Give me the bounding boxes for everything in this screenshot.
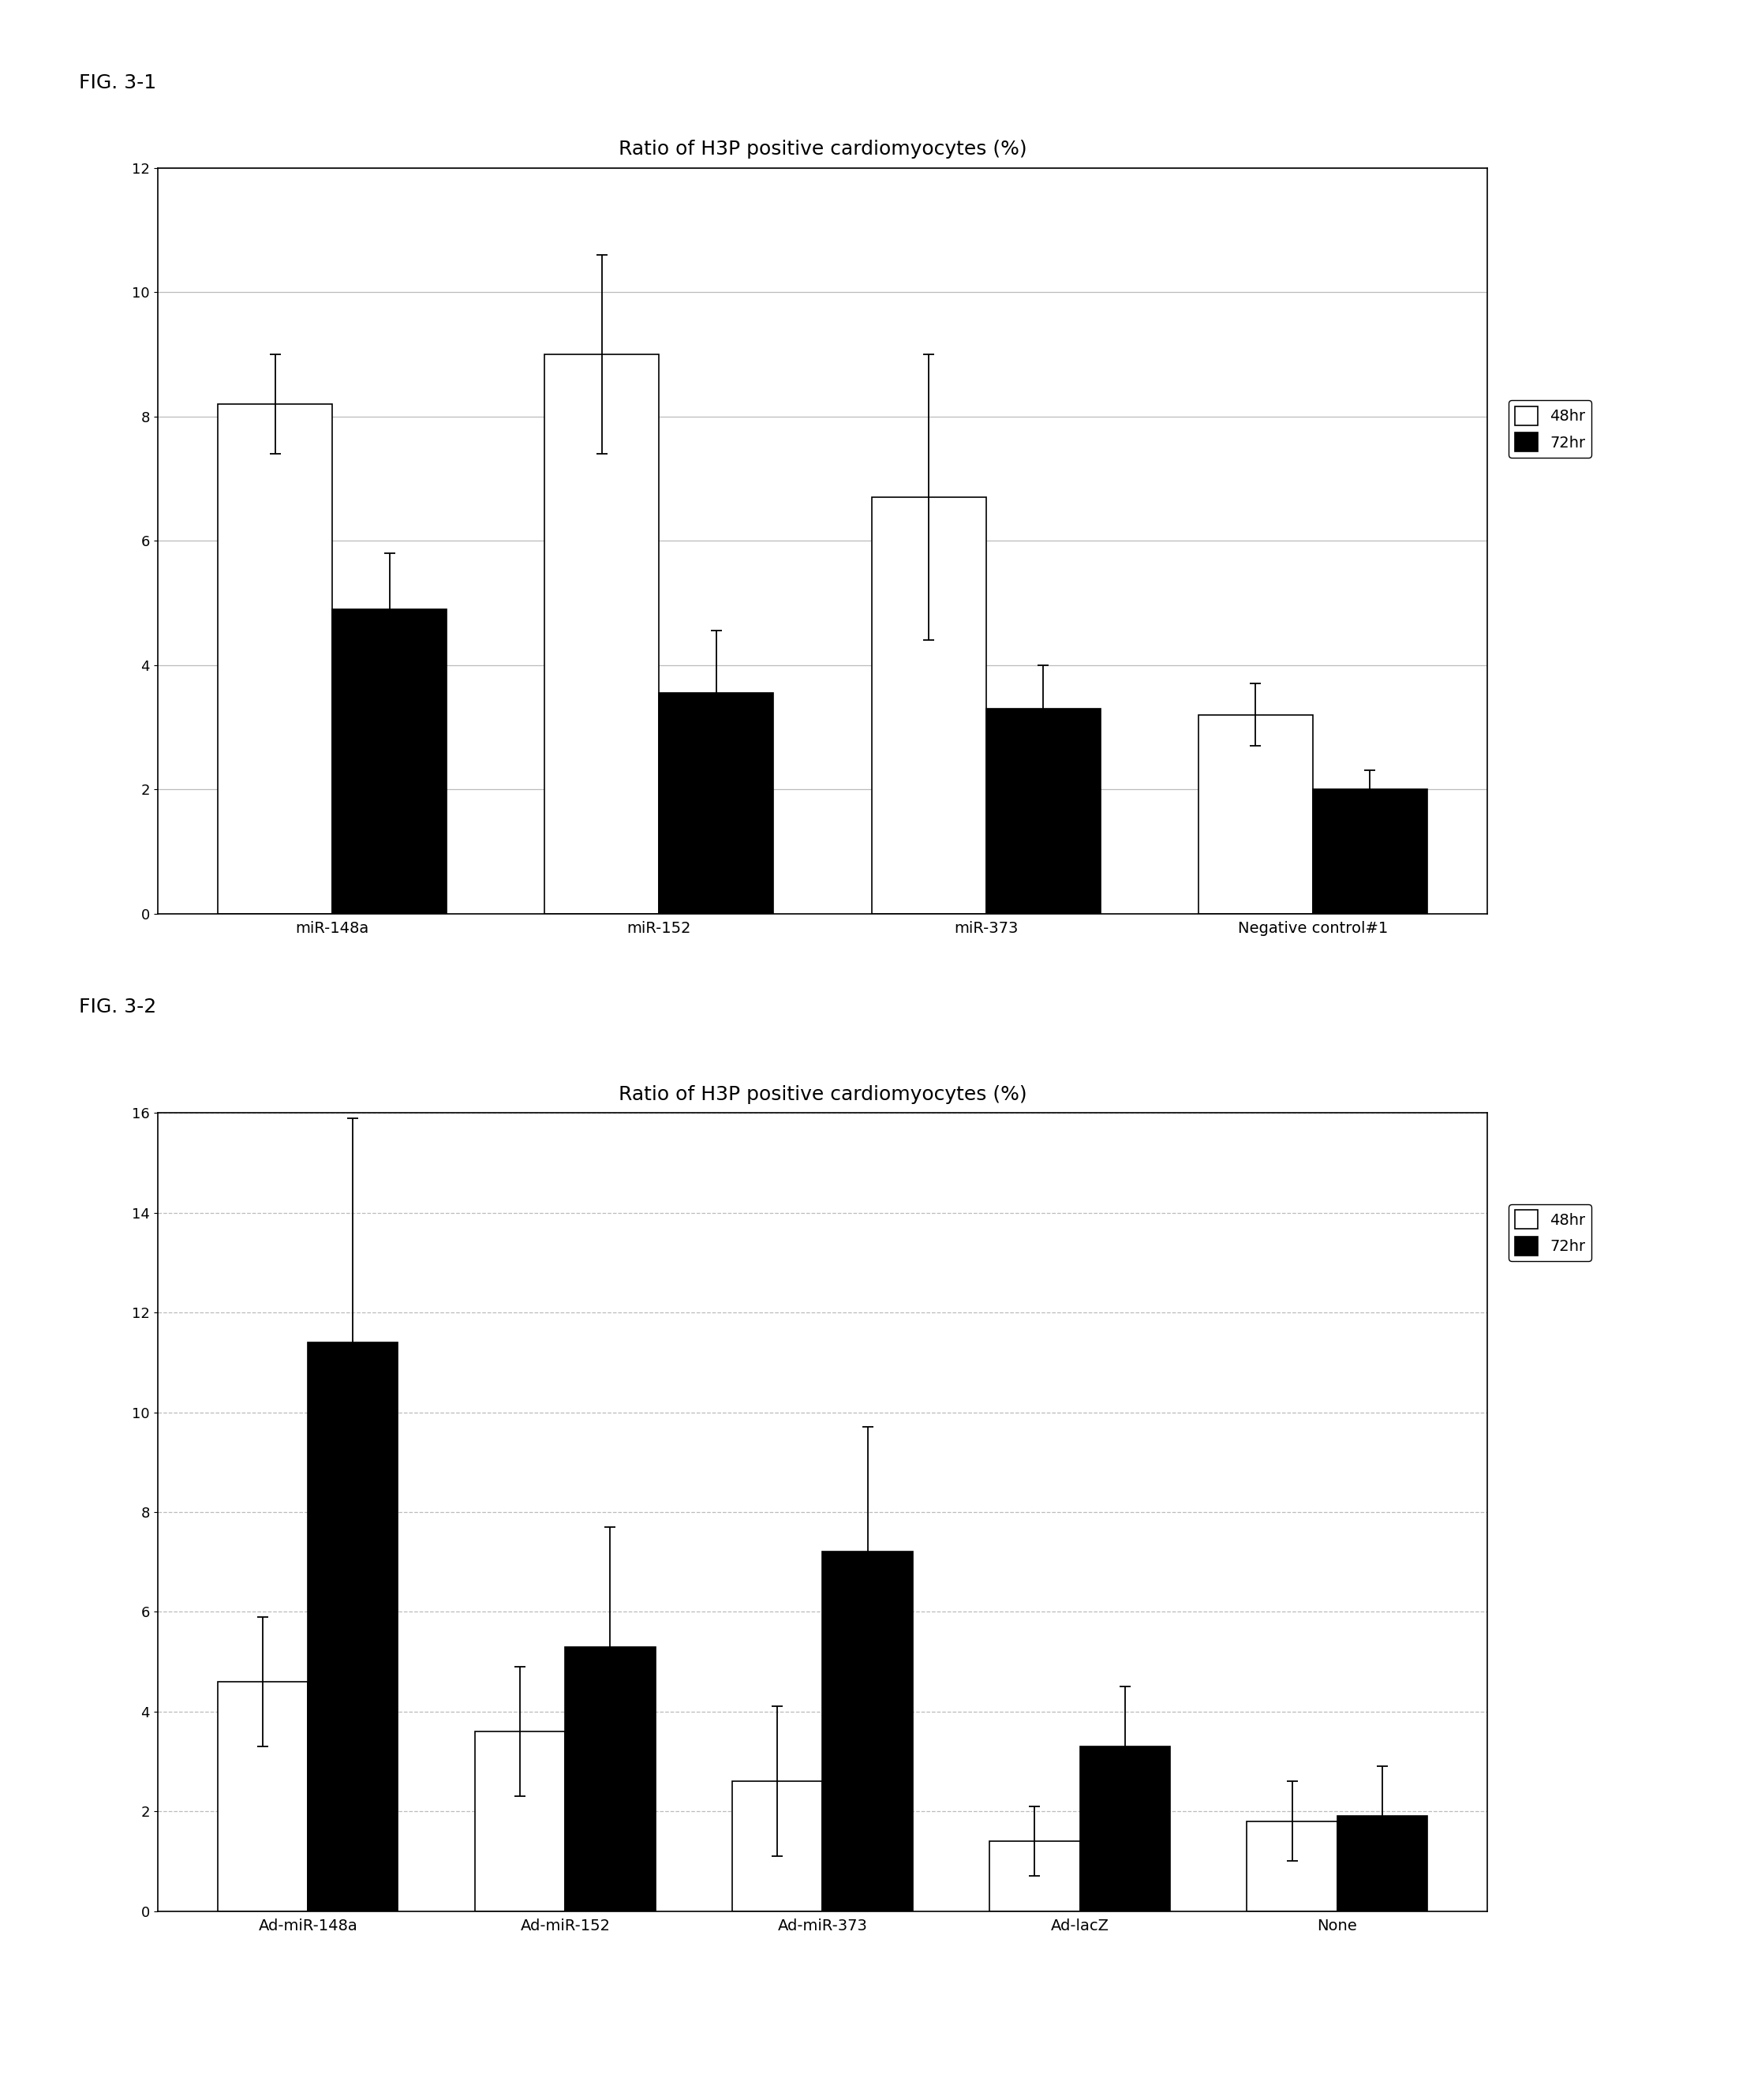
Text: FIG. 3-1: FIG. 3-1 — [79, 74, 156, 92]
Bar — [1080, 1747, 1169, 1911]
Bar — [1248, 1821, 1337, 1911]
Bar — [544, 355, 660, 914]
Bar — [1312, 790, 1426, 914]
Bar — [219, 1682, 308, 1911]
Bar — [565, 1646, 654, 1911]
Bar — [872, 498, 985, 913]
Title: Ratio of H3P positive cardiomyocytes (%): Ratio of H3P positive cardiomyocytes (%) — [618, 1086, 1027, 1105]
Bar — [219, 403, 333, 913]
Legend: 48hr, 72hr: 48hr, 72hr — [1508, 1203, 1593, 1262]
Bar — [333, 609, 446, 913]
Bar — [476, 1730, 565, 1911]
Bar — [660, 693, 774, 913]
Bar — [1199, 714, 1312, 913]
Bar — [985, 708, 1101, 914]
Title: Ratio of H3P positive cardiomyocytes (%): Ratio of H3P positive cardiomyocytes (%) — [618, 141, 1027, 160]
Bar — [733, 1781, 823, 1911]
Bar — [823, 1552, 912, 1911]
Legend: 48hr, 72hr: 48hr, 72hr — [1508, 401, 1593, 458]
Bar — [308, 1342, 397, 1911]
Bar — [1337, 1816, 1426, 1911]
Bar — [990, 1842, 1080, 1911]
Text: FIG. 3-2: FIG. 3-2 — [79, 998, 156, 1016]
